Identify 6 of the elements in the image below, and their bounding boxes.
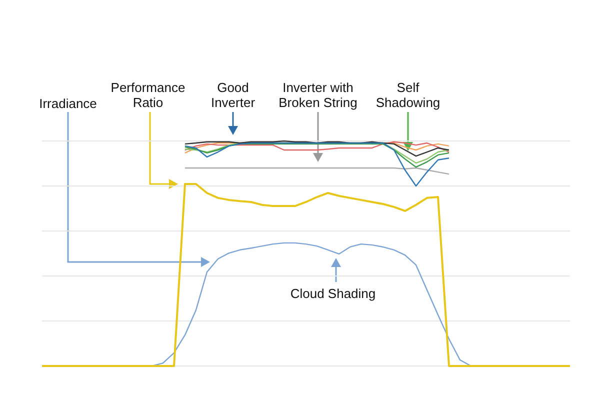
text: Self Shadowing [374, 80, 442, 110]
text: Good Inverter [210, 80, 256, 110]
text: Performance Ratio [110, 80, 186, 110]
annotation: Cloud Shading [289, 286, 377, 301]
text: Irradiance [38, 96, 98, 111]
text: Inverter with Broken String [278, 80, 358, 110]
